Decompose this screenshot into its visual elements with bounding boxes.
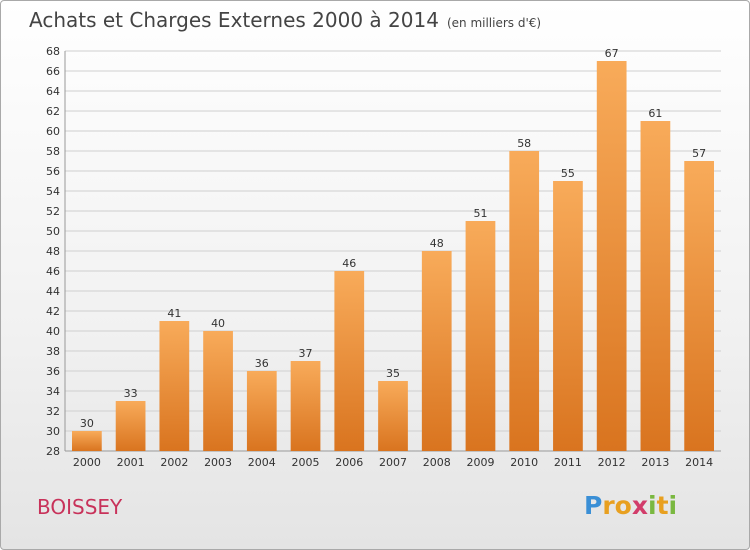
data-label: 48 bbox=[430, 237, 444, 250]
data-label: 41 bbox=[167, 307, 181, 320]
chart-title-text: Achats et Charges Externes 2000 à 2014 bbox=[29, 8, 439, 32]
y-tick-label: 34 bbox=[46, 385, 60, 398]
x-tick-label: 2005 bbox=[292, 456, 320, 469]
bar-2000 bbox=[71, 431, 102, 451]
data-label: 61 bbox=[648, 107, 662, 120]
logo-letter: o bbox=[614, 491, 632, 520]
x-tick-label: 2009 bbox=[466, 456, 494, 469]
y-tick-label: 46 bbox=[46, 265, 60, 278]
bar-2009 bbox=[465, 221, 496, 451]
y-tick-label: 66 bbox=[46, 65, 60, 78]
bar-2011 bbox=[553, 181, 583, 451]
x-tick-label: 2000 bbox=[73, 456, 101, 469]
bar-2006 bbox=[334, 271, 365, 451]
x-tick-label: 2007 bbox=[379, 456, 407, 469]
data-label: 46 bbox=[342, 257, 356, 270]
bar-2014 bbox=[684, 161, 715, 451]
logo-letter: P bbox=[584, 491, 603, 520]
y-tick-label: 36 bbox=[46, 365, 60, 378]
y-tick-label: 62 bbox=[46, 105, 60, 118]
logo-letter: i bbox=[668, 491, 678, 520]
bar-2013 bbox=[640, 121, 671, 451]
bar-2003 bbox=[203, 331, 233, 451]
data-label: 30 bbox=[80, 417, 94, 430]
chart-title: Achats et Charges Externes 2000 à 2014 (e… bbox=[29, 8, 541, 32]
y-tick-label: 32 bbox=[46, 405, 60, 418]
x-tick-label: 2011 bbox=[554, 456, 582, 469]
x-tick-label: 2001 bbox=[117, 456, 145, 469]
x-tick-label: 2002 bbox=[160, 456, 188, 469]
y-tick-label: 56 bbox=[46, 165, 60, 178]
x-tick-label: 2010 bbox=[510, 456, 538, 469]
commune-name: BOISSEY bbox=[37, 495, 123, 519]
data-label: 67 bbox=[605, 47, 619, 60]
data-label: 55 bbox=[561, 167, 575, 180]
data-label: 35 bbox=[386, 367, 400, 380]
y-tick-label: 60 bbox=[46, 125, 60, 138]
bar-2005 bbox=[290, 361, 321, 451]
logo-letter: i bbox=[648, 491, 657, 520]
data-label: 57 bbox=[692, 147, 706, 160]
proxiti-logo: Proxiti bbox=[584, 491, 677, 520]
logo-letter: r bbox=[602, 491, 615, 520]
data-label: 36 bbox=[255, 357, 269, 370]
y-tick-label: 28 bbox=[46, 445, 60, 458]
y-axis: 28 30 32 34 36 38 40 42 44 46 48 50 52 54 56 58 60 62 64 66… bbox=[46, 45, 721, 458]
y-tick-label: 38 bbox=[46, 345, 60, 358]
x-tick-label: 2013 bbox=[641, 456, 669, 469]
x-tick-label: 2003 bbox=[204, 456, 232, 469]
logo-letter: t bbox=[656, 491, 669, 520]
bars bbox=[71, 61, 715, 451]
y-tick-label: 30 bbox=[46, 425, 60, 438]
x-tick-label: 2004 bbox=[248, 456, 276, 469]
data-label: 40 bbox=[211, 317, 225, 330]
data-label: 37 bbox=[299, 347, 313, 360]
y-tick-label: 68 bbox=[46, 45, 60, 58]
x-tick-label: 2012 bbox=[598, 456, 626, 469]
y-tick-label: 58 bbox=[46, 145, 60, 158]
x-tick-label: 2014 bbox=[685, 456, 713, 469]
data-label: 51 bbox=[473, 207, 487, 220]
data-label: 33 bbox=[124, 387, 138, 400]
y-tick-label: 64 bbox=[46, 85, 60, 98]
bar-2004 bbox=[246, 371, 277, 451]
bar-2012 bbox=[596, 61, 627, 451]
chart-unit: (en milliers d'€) bbox=[446, 16, 542, 30]
bar-2002 bbox=[159, 321, 190, 451]
y-tick-label: 44 bbox=[46, 285, 60, 298]
bar-2001 bbox=[115, 401, 146, 451]
bar-2010 bbox=[509, 151, 540, 451]
y-tick-label: 42 bbox=[46, 305, 60, 318]
data-labels: 30 33 41 40 36 37 46 35 48 51 58 55 67 61 57 bbox=[80, 47, 706, 430]
data-label: 58 bbox=[517, 137, 531, 150]
bar-2008 bbox=[421, 251, 452, 451]
logo-letter: x bbox=[631, 491, 648, 520]
y-tick-label: 48 bbox=[46, 245, 60, 258]
y-tick-label: 50 bbox=[46, 225, 60, 238]
y-tick-label: 40 bbox=[46, 325, 60, 338]
y-tick-label: 52 bbox=[46, 205, 60, 218]
x-axis: 2000 2001 2002 2003 2004 2005 2006 2007 2008 2009… bbox=[73, 456, 713, 469]
x-tick-label: 2008 bbox=[423, 456, 451, 469]
y-tick-label: 54 bbox=[46, 185, 60, 198]
x-tick-label: 2006 bbox=[335, 456, 363, 469]
bar-2007 bbox=[378, 381, 408, 451]
